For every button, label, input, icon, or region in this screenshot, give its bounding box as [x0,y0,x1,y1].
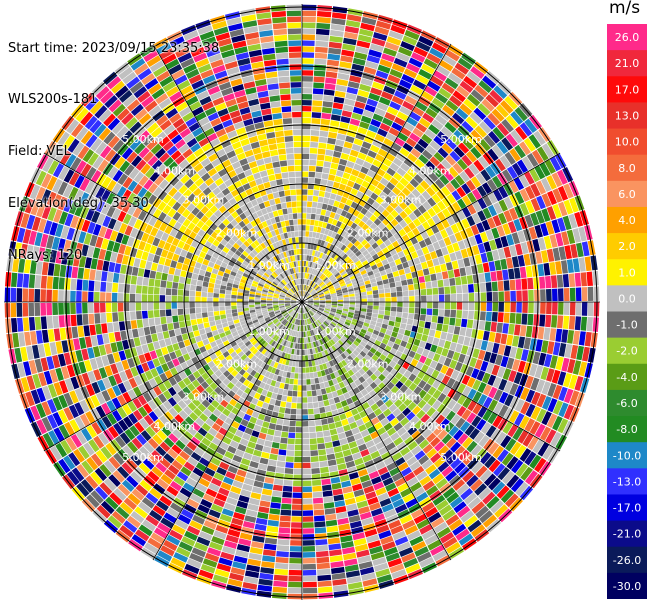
colorbar-swatch [607,311,647,339]
colorbar-tick-label: 4.0 [618,214,636,227]
colorbar-tick-label: -26.0 [613,554,641,567]
colorbar-tick-label: 13.0 [615,109,640,122]
colorbar-swatch [607,285,647,312]
colorbar-swatch [607,442,647,469]
colorbar-tick-label: -8.0 [616,423,637,436]
colorbar-swatch [607,128,647,156]
range-label: 3.00km [380,193,422,206]
range-label: 4.00km [154,420,196,433]
colorbar-tick-label: 10.0 [615,136,640,149]
range-label: 2.00km [347,226,389,239]
range-label: 4.00km [409,420,451,433]
colorbar-tick-label: 1.0 [618,266,636,279]
colorbar-swatch [607,572,647,599]
azimuth-spoke [301,301,561,452]
colorbar-swatch [607,416,647,443]
azimuth-spoke [43,301,303,452]
colorbar-tick-label: -6.0 [616,397,637,410]
colorbar-tick-label: 0.0 [618,292,636,305]
plot-header: Start time: 2023/09/15 23:35:38 WLS200s-… [8,5,219,282]
range-label: 1.00km [248,325,290,338]
azimuth-spoke [43,152,303,303]
colorbar-swatch [607,363,647,391]
azimuth-spoke [301,152,561,303]
range-label: 5.00km [122,451,164,464]
colorbar-tick-label: -4.0 [616,371,637,384]
range-label: 1.00km [248,259,290,272]
colorbar-tick-label: 2.0 [618,240,636,253]
colorbar-swatch [607,102,647,130]
range-label: 4.00km [154,164,196,177]
colorbar-tick-label: -10.0 [613,449,641,462]
colorbar-swatch [607,389,647,417]
colorbar-swatch [607,50,647,77]
colorbar-swatch [607,546,647,574]
colorbar-tick-label: 8.0 [618,162,636,175]
instrument-text: WLS200s-181 [8,92,98,108]
range-label: 1.00km [314,325,356,338]
colorbar-unit-label: m/s [609,0,641,18]
colorbar-tick-label: 26.0 [615,31,640,44]
colorbar-swatch [607,24,647,51]
colorbar-tick-label: 21.0 [615,57,640,70]
azimuth-spoke [301,43,452,303]
colorbar-tick-label: -30.0 [613,580,641,593]
colorbar-tick-label: 6.0 [618,188,636,201]
ppi-gates [4,4,600,600]
azimuth-spoke [301,301,452,561]
range-label: 3.00km [380,391,422,404]
range-label: 5.00km [440,451,482,464]
colorbar-tick-label: -13.0 [613,475,641,488]
field-text: Field: VEL [8,144,71,160]
colorbar-swatch [607,520,647,548]
colorbar-swatch [607,206,647,234]
colorbar-tick-label: -1.0 [616,319,637,332]
colorbar-swatch [607,180,647,208]
range-label: 5.00km [122,133,164,146]
range-label: 2.00km [216,226,258,239]
range-label: 2.00km [216,358,258,371]
colorbar-swatch [607,154,647,182]
start-time-text: Start time: 2023/09/15 23:35:38 [8,40,220,56]
colorbar-swatch [607,468,647,495]
azimuth-spoke [152,43,303,303]
colorbar-tick-label: -17.0 [613,502,641,515]
colorbar-swatch [607,494,647,522]
range-label: 5.00km [440,133,482,146]
nrays-text: NRays: 120 [8,248,83,264]
colorbar-tick-label: -2.0 [616,345,637,358]
range-label: 3.00km [183,193,225,206]
colorbar-swatch [607,233,647,260]
range-label: 3.00km [183,391,225,404]
colorbar-swatch [607,76,647,103]
colorbar-swatch [607,337,647,365]
range-label: 2.00km [347,358,389,371]
range-label: 1.00km [314,259,356,272]
range-label: 4.00km [409,164,451,177]
azimuth-spoke [152,301,303,561]
elevation-text: Elevation(deg): 35.30 [8,196,149,212]
colorbar-tick-label: -21.0 [613,528,641,541]
colorbar-swatch [607,259,647,286]
velocity-colorbar: 26.0 21.0 17.0 13.0 10.0 8.0 6.0 4.0 2.0 1.0 0.0 -1… [607,24,647,599]
colorbar-tick-label: 17.0 [615,83,640,96]
